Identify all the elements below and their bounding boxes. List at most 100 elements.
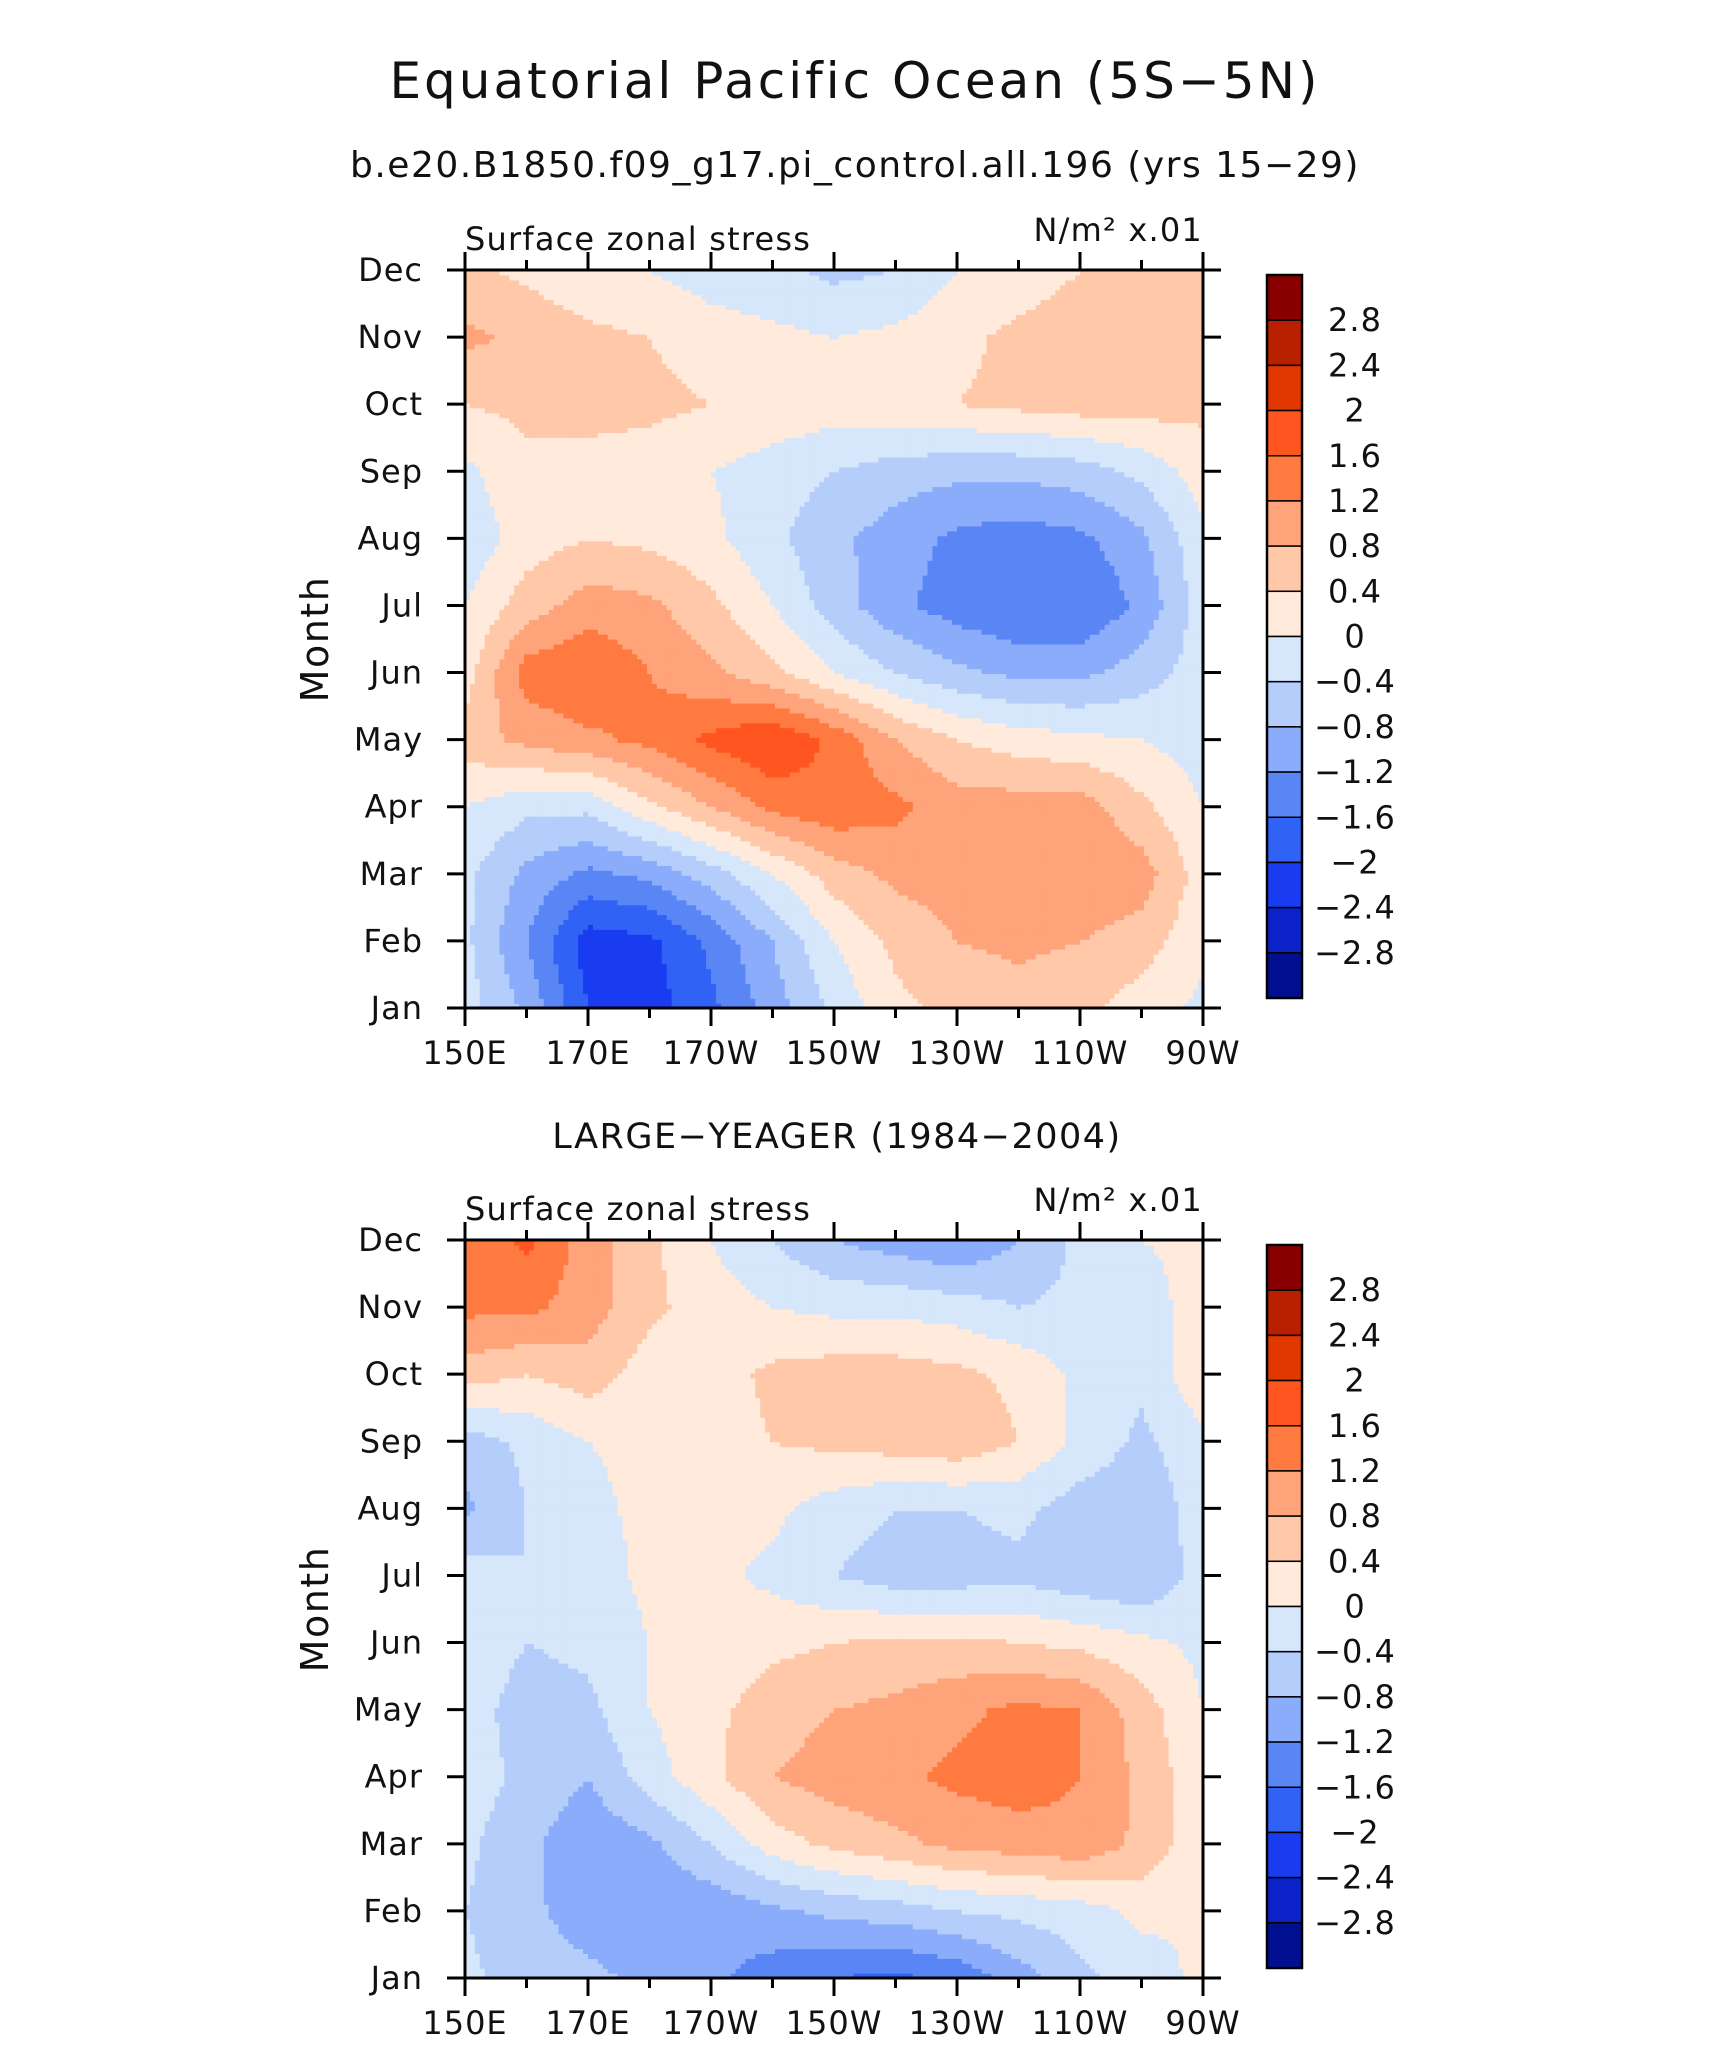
field-cell — [1036, 949, 1042, 955]
field-cell — [873, 974, 879, 980]
field-cell — [681, 895, 687, 901]
field-cell — [490, 890, 496, 896]
field-cell — [923, 944, 929, 950]
field-cell — [1173, 910, 1179, 916]
field-cell — [962, 993, 968, 999]
field-cell — [558, 890, 564, 896]
field-cell — [918, 890, 924, 896]
field-cell — [927, 900, 933, 906]
field-cell — [972, 949, 978, 955]
field-cell — [903, 954, 909, 960]
field-cell — [613, 885, 619, 891]
field-cell — [627, 998, 633, 1004]
field-cell — [1055, 895, 1061, 901]
field-cell — [1041, 890, 1047, 896]
field-cell — [657, 993, 663, 999]
field-cell — [996, 910, 1002, 916]
field-cell — [982, 988, 988, 994]
field-cell — [888, 900, 894, 906]
field-cell — [1021, 915, 1027, 921]
field-cell — [637, 915, 643, 921]
field-cell — [662, 885, 668, 891]
field-cell — [1021, 890, 1027, 896]
field-cell — [578, 988, 584, 994]
field-cell — [509, 905, 515, 911]
field-cell — [637, 890, 643, 896]
field-cell — [667, 915, 673, 921]
field-cell — [1159, 993, 1165, 999]
field-cell — [903, 885, 909, 891]
field-cell — [859, 934, 865, 940]
field-cell — [1134, 939, 1140, 945]
field-cell — [1129, 939, 1135, 945]
field-cell — [913, 978, 919, 984]
field-cell — [947, 915, 953, 921]
field-cell — [731, 954, 737, 960]
field-cell — [470, 900, 476, 906]
field-cell — [1144, 924, 1150, 930]
field-cell — [932, 969, 938, 975]
field-cell — [475, 890, 481, 896]
field-cell — [711, 900, 717, 906]
field-cell — [1100, 929, 1106, 935]
field-cell — [1001, 974, 1007, 980]
field-cell — [652, 944, 658, 950]
field-cell — [568, 885, 574, 891]
field-cell — [1090, 910, 1096, 916]
field-cell — [1178, 895, 1184, 901]
field-cell — [755, 974, 761, 980]
field-cell — [627, 924, 633, 930]
field-cell — [967, 895, 973, 901]
field-cell — [1159, 964, 1165, 970]
field-cell — [672, 964, 678, 970]
field-cell — [558, 993, 564, 999]
field-cell — [573, 890, 579, 896]
field-cell — [573, 959, 579, 965]
field-cell — [701, 900, 707, 906]
field-cell — [1193, 978, 1199, 984]
field-cell — [598, 885, 604, 891]
field-cell — [908, 910, 914, 916]
field-cell — [711, 880, 717, 886]
field-cell — [785, 944, 791, 950]
field-cell — [681, 880, 687, 886]
field-cell — [996, 954, 1002, 960]
field-cell — [1169, 939, 1175, 945]
field-cell — [1169, 919, 1175, 925]
field-cell — [588, 983, 594, 989]
field-cell — [780, 919, 786, 925]
field-cell — [977, 939, 983, 945]
field-cell — [672, 919, 678, 925]
field-cell — [864, 964, 870, 970]
field-cell — [750, 919, 756, 925]
field-cell — [849, 900, 855, 906]
field-cell — [800, 900, 806, 906]
field-cell — [524, 959, 530, 965]
field-cell — [982, 944, 988, 950]
field-cell — [667, 895, 673, 901]
field-cell — [529, 959, 535, 965]
field-cell — [957, 910, 963, 916]
field-cell — [819, 910, 825, 916]
field-cell — [1100, 885, 1106, 891]
field-cell — [544, 929, 550, 935]
field-cell — [485, 959, 491, 965]
field-cell — [864, 900, 870, 906]
field-cell — [844, 998, 850, 1004]
field-cell — [854, 880, 860, 886]
field-cell — [903, 895, 909, 901]
field-cell — [918, 939, 924, 945]
field-cell — [790, 890, 796, 896]
field-cell — [755, 993, 761, 999]
field-cell — [804, 983, 810, 989]
field-cell — [1124, 974, 1130, 980]
field-cell — [1060, 978, 1066, 984]
field-cell — [1026, 915, 1032, 921]
field-cell — [563, 974, 569, 980]
field-cell — [942, 998, 948, 1004]
field-cell — [1021, 998, 1027, 1004]
field-cell — [1134, 949, 1140, 955]
field-cell — [1070, 969, 1076, 975]
field-cell — [913, 939, 919, 945]
field-cell — [972, 915, 978, 921]
